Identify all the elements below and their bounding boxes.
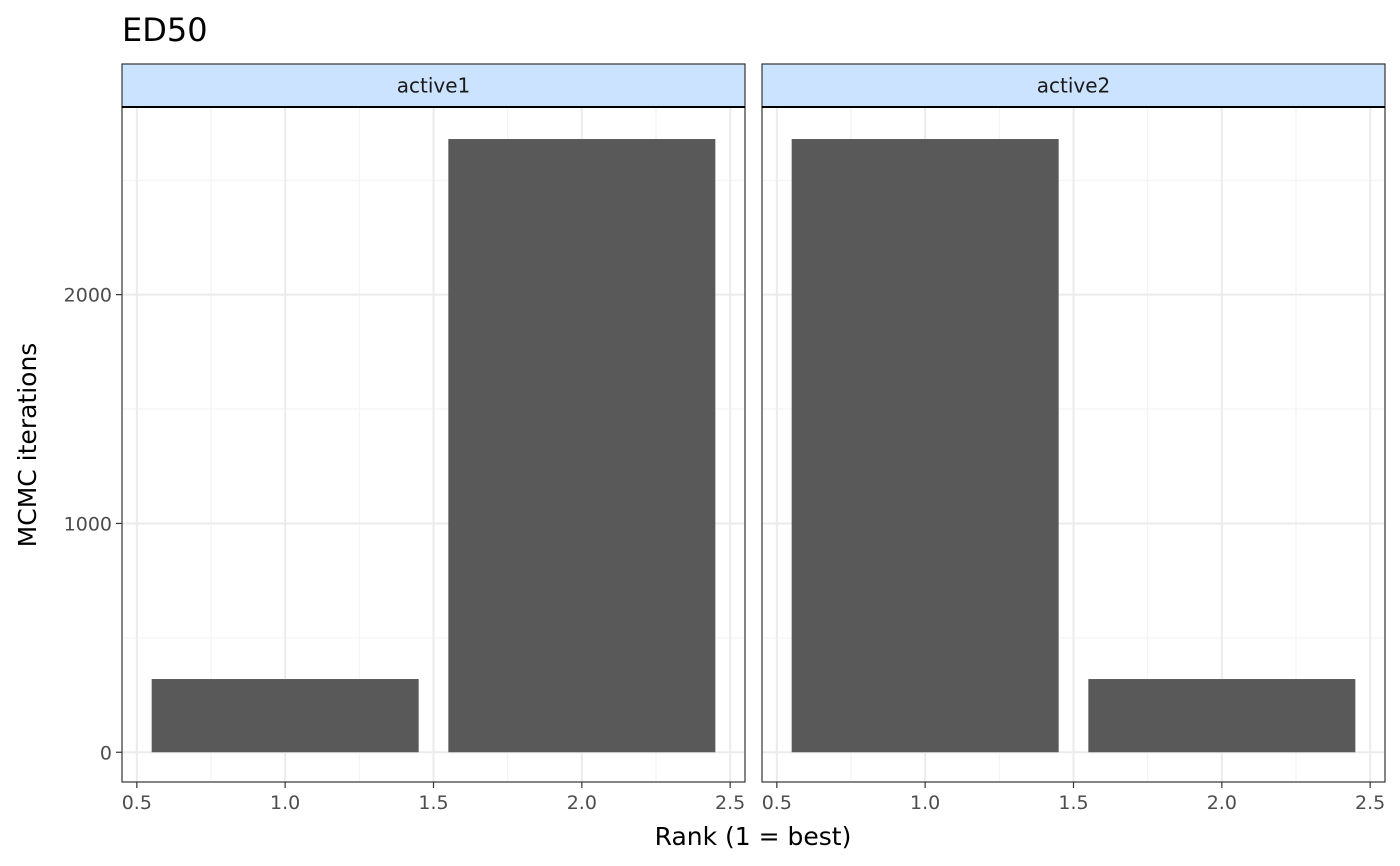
strip-background — [121, 63, 746, 108]
x-tick-label: 1.5 — [418, 792, 448, 814]
x-tick-label: 2.0 — [1207, 792, 1237, 814]
chart-title: ED50 — [122, 11, 208, 49]
bar-active1-rank-1 — [151, 679, 419, 753]
y-axis-title: MCMC iterations — [13, 343, 42, 548]
bar-active2-rank-2 — [1088, 679, 1356, 753]
x-tick-label: 2.5 — [715, 792, 745, 814]
strip-label-active1: active1 — [397, 74, 471, 98]
x-tick-label: 0.5 — [762, 792, 792, 814]
strip-background — [761, 63, 1386, 108]
x-tick-label: 2.5 — [1355, 792, 1385, 814]
x-axis-title: Rank (1 = best) — [655, 822, 852, 851]
y-tick-label: 2000 — [64, 285, 112, 307]
x-tick-label: 1.0 — [270, 792, 300, 814]
panel-active1: active1 0.5 1.0 1.5 2.0 2.5 — [121, 63, 746, 814]
x-tick-label: 1.0 — [910, 792, 940, 814]
y-tick-label: 0 — [100, 742, 112, 764]
x-tick-label: 1.5 — [1058, 792, 1088, 814]
y-tick-label: 1000 — [64, 513, 112, 535]
panel-active2: active2 0.5 1.0 1.5 2.0 2.5 — [761, 63, 1386, 814]
x-tick-label: 0.5 — [122, 792, 152, 814]
panels-layer: active1 0.5 1.0 1.5 2.0 2.5 active2 0.5 1.0 1.5 2.… — [121, 63, 1386, 814]
bar-active2-rank-1 — [791, 139, 1059, 753]
bar-active1-rank-2 — [448, 139, 716, 753]
x-tick-label: 2.0 — [567, 792, 597, 814]
strip-label-active2: active2 — [1037, 74, 1111, 98]
y-axis: 0 1000 2000 — [64, 285, 122, 764]
